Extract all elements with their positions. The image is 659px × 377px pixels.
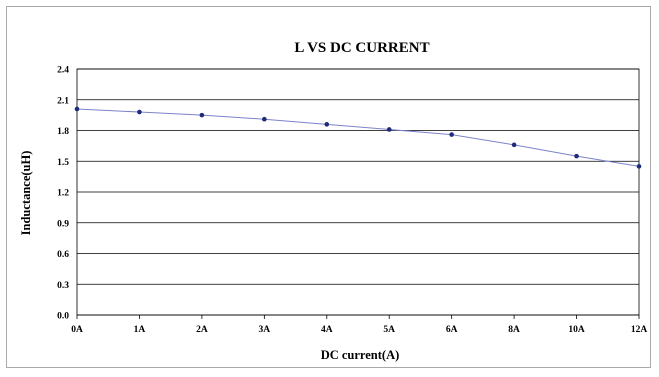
series-markers [74, 106, 642, 169]
x-tick-labels: 0A 1A 2A 3A 4A 5A 6A 8A 10A 12A [71, 315, 647, 335]
data-point [449, 132, 454, 137]
y-tick-label: 0.3 [57, 281, 69, 291]
data-point [74, 106, 80, 112]
x-axis-title: DC current(A) [321, 348, 400, 362]
x-tick-label: 4A [321, 325, 333, 335]
x-tick-label: 2A [196, 325, 208, 335]
y-tick-label: 1.8 [57, 127, 69, 137]
data-point [511, 142, 517, 148]
chart-frame [6, 6, 651, 368]
plot-area [76, 68, 640, 316]
y-tick-label: 1.2 [57, 189, 69, 199]
y-tick-label: 2.4 [57, 66, 69, 76]
x-tick-label: 8A [508, 325, 520, 335]
x-tick-label: 1A [134, 325, 146, 335]
data-point [636, 164, 642, 169]
y-tick-label: 0.6 [57, 250, 69, 260]
data-point [324, 122, 330, 127]
x-tick-label: 10A [568, 325, 585, 335]
y-axis-title: Inductance(uH) [19, 151, 33, 236]
x-tick-label: 12A [631, 325, 648, 335]
series-line [76, 108, 640, 167]
data-point [386, 127, 392, 132]
y-tick-label: 0.0 [57, 312, 69, 322]
y-tick-labels: 0.0 0.3 0.6 0.9 1.2 1.5 1.8 2.1 2.4 [57, 66, 69, 322]
data-point [262, 116, 267, 122]
x-tick-label: 5A [383, 325, 395, 335]
chart-title: L VS DC CURRENT [294, 40, 429, 56]
y-tick-label: 2.1 [57, 96, 69, 106]
x-tick-label: 3A [259, 325, 271, 335]
x-tick-label: 6A [446, 325, 458, 335]
y-tick-label: 0.9 [57, 219, 69, 229]
data-point [137, 109, 142, 115]
y-tick-label: 1.5 [57, 158, 69, 168]
x-tick-label: 0A [71, 325, 83, 335]
data-point [199, 112, 205, 118]
grid-lines [77, 68, 639, 316]
data-point [574, 153, 579, 159]
